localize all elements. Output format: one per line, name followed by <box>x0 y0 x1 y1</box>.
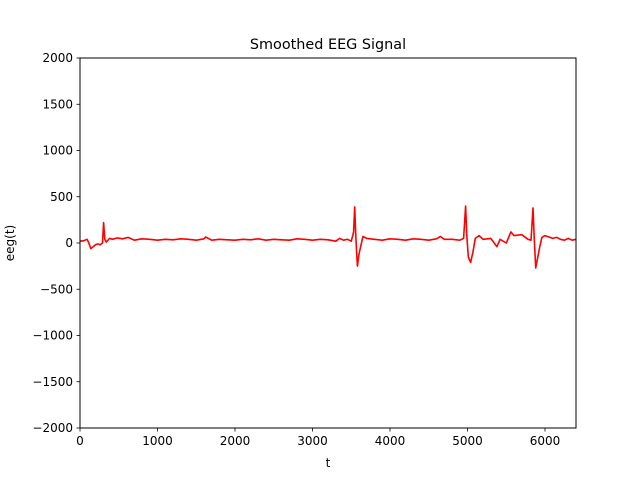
y-tick-label: 1500 <box>42 97 73 111</box>
x-tick-label: 1000 <box>142 434 173 448</box>
y-axis: −2000 −1500 −1000 −500 0 500 1000 1500 2000 <box>32 51 80 435</box>
y-tick-label: −1500 <box>32 375 73 389</box>
y-tick-label: −2000 <box>32 421 73 435</box>
axes-frame <box>79 57 577 429</box>
x-tick-label: 5000 <box>452 434 483 448</box>
y-tick-label: −1000 <box>32 329 73 343</box>
y-tick-label: 2000 <box>42 51 73 65</box>
x-tick-label: 2000 <box>220 434 251 448</box>
x-axis: 0 1000 2000 3000 4000 5000 6000 <box>76 428 560 448</box>
x-tick-label: 4000 <box>375 434 406 448</box>
series-layer <box>79 205 577 269</box>
series-line-0 <box>79 205 577 269</box>
y-tick-label: −500 <box>40 282 73 296</box>
y-tick-label: 1000 <box>42 144 73 158</box>
y-axis-label: eeg(t) <box>3 225 17 261</box>
x-tick-label: 0 <box>76 434 84 448</box>
chart-title: Smoothed EEG Signal <box>250 37 406 53</box>
x-tick-label: 6000 <box>530 434 561 448</box>
y-tick-label: 500 <box>50 190 73 204</box>
plot-area <box>79 57 577 429</box>
x-tick-label: 3000 <box>297 434 328 448</box>
x-axis-label: t <box>326 456 331 470</box>
y-tick-label: 0 <box>65 236 73 250</box>
